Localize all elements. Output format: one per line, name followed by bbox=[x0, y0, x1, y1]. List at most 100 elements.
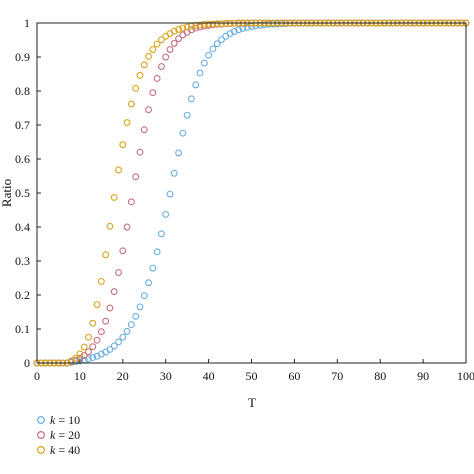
data-point bbox=[119, 247, 127, 255]
legend-k: k bbox=[50, 443, 56, 457]
data-point bbox=[145, 279, 152, 287]
data-point bbox=[157, 63, 165, 70]
data-point bbox=[226, 30, 234, 37]
data-point bbox=[209, 20, 217, 28]
data-point bbox=[119, 141, 127, 149]
y-tick-label: 0.8 bbox=[15, 84, 30, 98]
legend-label: k = 20 bbox=[50, 428, 80, 442]
data-point bbox=[102, 317, 110, 325]
data-point bbox=[218, 20, 225, 28]
data-point bbox=[179, 24, 187, 32]
data-point bbox=[93, 301, 101, 308]
data-point bbox=[157, 36, 165, 44]
y-axis-title: Ratio bbox=[0, 179, 14, 207]
data-point bbox=[127, 198, 135, 206]
data-point bbox=[110, 288, 118, 296]
y-tick-label: 0.1 bbox=[15, 322, 30, 336]
data-point bbox=[127, 321, 135, 329]
data-point bbox=[93, 352, 101, 360]
data-point bbox=[115, 338, 122, 346]
legend: k = 10k = 20k = 40 bbox=[36, 413, 80, 457]
data-point bbox=[153, 74, 161, 82]
x-tick-label: 30 bbox=[160, 369, 172, 383]
data-point bbox=[166, 190, 174, 198]
data-point bbox=[72, 354, 80, 362]
data-point bbox=[183, 23, 191, 31]
y-tick-label: 0.2 bbox=[15, 288, 30, 302]
data-point bbox=[218, 36, 225, 44]
y-tick-label: 0.5 bbox=[15, 186, 30, 200]
data-point bbox=[115, 166, 122, 174]
legend-value: = 10 bbox=[55, 413, 80, 427]
data-point bbox=[97, 328, 105, 336]
x-tick-label: 0 bbox=[34, 369, 40, 383]
data-point bbox=[85, 333, 92, 341]
y-tick-label: 0.4 bbox=[15, 220, 30, 234]
data-point bbox=[170, 169, 178, 177]
x-tick-label: 70 bbox=[331, 369, 343, 383]
legend-k: k bbox=[50, 413, 56, 427]
x-tick-label: 10 bbox=[74, 369, 86, 383]
data-point bbox=[136, 148, 144, 156]
data-point bbox=[106, 345, 114, 353]
data-point bbox=[76, 350, 84, 358]
data-point bbox=[89, 343, 97, 351]
data-point bbox=[175, 149, 183, 157]
data-point bbox=[213, 40, 221, 48]
data-point bbox=[123, 119, 131, 127]
data-point bbox=[162, 53, 170, 61]
data-point bbox=[123, 223, 131, 231]
axes: 0 10 20 30 40 50 60 70 80 90 100 0 0.1 0.2 0.3 0.4 0.5 0.… bbox=[15, 16, 474, 383]
data-point bbox=[213, 20, 221, 28]
data-point bbox=[136, 71, 144, 79]
data-point bbox=[153, 248, 161, 256]
data-point bbox=[175, 26, 183, 33]
data-point bbox=[200, 59, 208, 67]
data-point bbox=[89, 319, 97, 327]
data-point bbox=[230, 28, 238, 35]
data-point bbox=[196, 21, 204, 29]
y-tick-label: 0.7 bbox=[15, 118, 30, 132]
data-point bbox=[132, 312, 140, 320]
y-tick-label: 0.9 bbox=[15, 50, 30, 64]
data-point bbox=[153, 40, 161, 48]
y-tick-label: 0 bbox=[24, 356, 30, 370]
data-point bbox=[162, 210, 170, 218]
data-point bbox=[170, 27, 178, 35]
x-tick-label: 60 bbox=[288, 369, 300, 383]
data-point bbox=[80, 343, 88, 351]
data-point bbox=[85, 348, 92, 356]
x-tick-label: 100 bbox=[457, 369, 474, 383]
y-tick-label: 0.6 bbox=[15, 152, 30, 166]
legend-label: k = 10 bbox=[50, 413, 80, 427]
data-point bbox=[149, 46, 157, 53]
data-point bbox=[106, 304, 114, 312]
legend-value: = 40 bbox=[55, 443, 80, 457]
data-point bbox=[140, 126, 148, 134]
data-point bbox=[157, 230, 165, 238]
data-point bbox=[97, 277, 105, 285]
data-point bbox=[89, 354, 97, 362]
data-point bbox=[192, 81, 200, 89]
data-point bbox=[192, 21, 200, 29]
data-point bbox=[183, 111, 191, 119]
legend-value: = 20 bbox=[55, 428, 80, 442]
x-tick-label: 20 bbox=[117, 369, 129, 383]
data-point bbox=[85, 355, 92, 363]
data-point bbox=[243, 23, 251, 31]
data-point bbox=[187, 95, 195, 103]
legend-label: k = 40 bbox=[50, 443, 80, 457]
data-point bbox=[80, 352, 88, 359]
data-point bbox=[132, 84, 140, 92]
data-point bbox=[132, 173, 140, 181]
data-point bbox=[205, 51, 213, 59]
data-point bbox=[140, 61, 148, 69]
data-point bbox=[119, 333, 127, 341]
data-point bbox=[110, 342, 118, 350]
data-point bbox=[205, 20, 213, 28]
x-tick-label: 80 bbox=[374, 369, 386, 383]
y-tick-label: 1 bbox=[24, 16, 30, 30]
y-tick-label: 0.3 bbox=[15, 254, 30, 268]
